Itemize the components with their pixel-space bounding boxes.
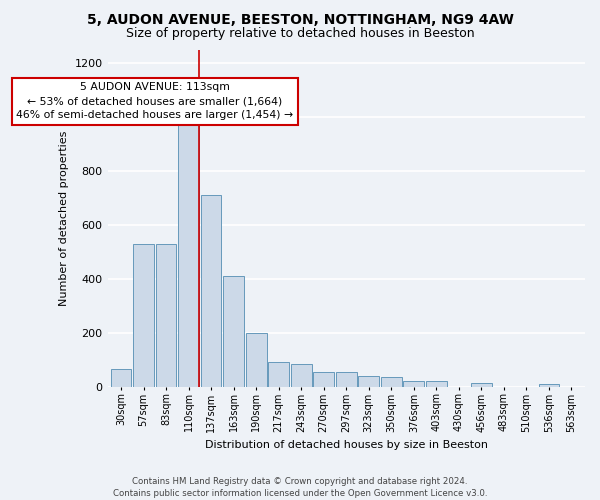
Y-axis label: Number of detached properties: Number of detached properties [59,130,69,306]
X-axis label: Distribution of detached houses by size in Beeston: Distribution of detached houses by size … [205,440,488,450]
Text: Contains HM Land Registry data © Crown copyright and database right 2024.
Contai: Contains HM Land Registry data © Crown c… [113,476,487,498]
Bar [223,276,244,386]
Bar [291,364,311,386]
Bar [426,382,447,386]
Text: 5 AUDON AVENUE: 113sqm
← 53% of detached houses are smaller (1,664)
46% of semi-: 5 AUDON AVENUE: 113sqm ← 53% of detached… [16,82,293,120]
Bar [471,382,492,386]
Bar [178,118,199,386]
Bar [381,378,401,386]
Bar [156,244,176,386]
Bar [313,372,334,386]
Text: 5, AUDON AVENUE, BEESTON, NOTTINGHAM, NG9 4AW: 5, AUDON AVENUE, BEESTON, NOTTINGHAM, NG… [86,12,514,26]
Bar [539,384,559,386]
Bar [268,362,289,386]
Bar [336,372,356,386]
Text: Size of property relative to detached houses in Beeston: Size of property relative to detached ho… [125,28,475,40]
Bar [201,196,221,386]
Bar [403,382,424,386]
Bar [110,369,131,386]
Bar [358,376,379,386]
Bar [246,333,266,386]
Bar [133,244,154,386]
